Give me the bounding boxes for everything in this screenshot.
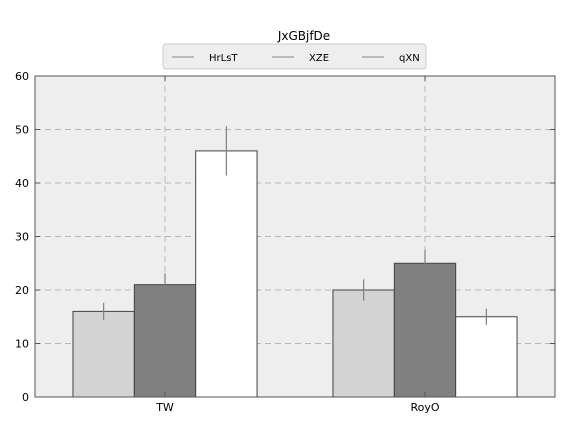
bar bbox=[72, 310, 135, 398]
legend: HrLsT XZE qXN bbox=[162, 43, 427, 70]
bars bbox=[72, 150, 518, 398]
bar bbox=[332, 289, 395, 398]
x-tick-label: RoyO bbox=[410, 401, 439, 414]
axis-ticks: 0 10 20 30 40 50 60 TW RoyO bbox=[15, 70, 555, 414]
y-tick-label: 0 bbox=[22, 391, 29, 404]
grid-lines bbox=[35, 76, 555, 397]
bar bbox=[393, 262, 457, 398]
legend-label: XZE bbox=[309, 53, 329, 64]
legend-label: HrLsT bbox=[209, 53, 238, 64]
x-tick-label: TW bbox=[155, 401, 174, 414]
legend-label: qXN bbox=[399, 53, 420, 64]
chart-title: JxGBjfDe bbox=[277, 29, 330, 43]
y-tick-label: 20 bbox=[15, 284, 29, 297]
bar bbox=[133, 284, 197, 398]
bar bbox=[195, 150, 258, 398]
y-tick-label: 10 bbox=[15, 338, 29, 351]
error-bars bbox=[103, 126, 487, 325]
bar bbox=[455, 316, 518, 398]
y-tick-label: 30 bbox=[15, 231, 29, 244]
y-tick-label: 40 bbox=[15, 177, 29, 190]
y-tick-label: 50 bbox=[15, 124, 29, 137]
y-tick-label: 60 bbox=[15, 70, 29, 83]
legend-box bbox=[162, 43, 427, 70]
